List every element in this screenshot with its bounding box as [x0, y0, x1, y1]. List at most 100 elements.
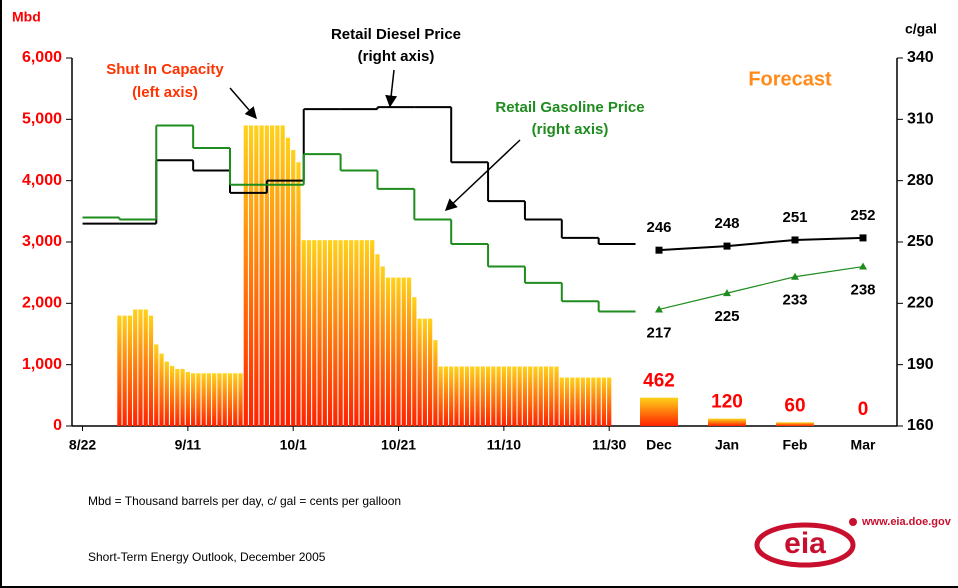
x-tick-label: 10/1: [280, 437, 307, 453]
logo-url: www.eia.doe.gov: [861, 516, 952, 528]
bar: [238, 373, 243, 426]
bar: [133, 309, 138, 426]
marker: [723, 242, 731, 250]
x-category-label: Dec: [646, 437, 672, 453]
bar: [480, 366, 485, 426]
bar: [528, 366, 533, 426]
bar: [422, 318, 427, 426]
step-riser: [155, 107, 600, 245]
y-axis-label: Mbd: [12, 9, 41, 25]
x-tick-label: 9/11: [175, 437, 202, 453]
bar: [512, 366, 517, 426]
bar: [333, 240, 338, 426]
bar: [338, 240, 343, 426]
logo: eia www.eia.doe.gov: [754, 516, 952, 568]
forecast-bar: [708, 418, 746, 426]
data-label: 60: [784, 395, 805, 416]
bar: [227, 373, 233, 426]
bar: [243, 125, 248, 426]
y2-tick-label: 280: [907, 172, 934, 189]
annotation-arrow: [229, 87, 257, 120]
bar: [591, 377, 596, 426]
data-label: 246: [646, 219, 671, 236]
marker: [791, 236, 799, 244]
bar: [138, 309, 143, 426]
logo-text: eia: [784, 527, 826, 560]
data-label: 462: [643, 371, 675, 392]
bar: [122, 315, 127, 426]
bar: [117, 315, 122, 426]
bar: [285, 137, 291, 426]
y-tick-label: 0: [53, 417, 62, 434]
annotation: Shut In Capacity: [106, 61, 224, 78]
x-category-label: Mar: [851, 437, 876, 453]
x-category-label: Jan: [715, 437, 739, 453]
bar: [385, 277, 391, 426]
bar: [248, 125, 254, 426]
y2-tick-label: 220: [907, 295, 934, 312]
bar: [180, 368, 185, 426]
y2-axis-label: c/gal: [905, 21, 937, 37]
bar: [607, 377, 612, 426]
bar: [380, 266, 385, 426]
bar: [580, 377, 585, 426]
bar: [496, 366, 501, 426]
bar: [191, 373, 196, 426]
y2-tick-label: 340: [907, 49, 934, 66]
bar: [475, 366, 480, 426]
bar: [491, 366, 496, 426]
bar: [559, 377, 564, 426]
annotation: (left axis): [132, 84, 198, 101]
bar: [185, 372, 190, 426]
y-tick-label: 3,000: [22, 233, 62, 250]
bar: [538, 366, 543, 426]
y-tick-label: 4,000: [22, 172, 62, 189]
forecast-bar: [640, 397, 678, 426]
bar: [433, 340, 438, 426]
y2-tick-label: 310: [907, 111, 934, 128]
x-tick-label: 10/21: [381, 437, 416, 453]
annotation: Retail Diesel Price: [331, 26, 461, 43]
bar: [254, 125, 259, 426]
bar: [322, 240, 327, 426]
bar: [586, 377, 591, 426]
bar: [217, 373, 222, 426]
bar: [275, 125, 280, 426]
data-label: 120: [711, 392, 743, 413]
data-label: 252: [850, 207, 875, 224]
bar: [454, 366, 459, 426]
bar: [470, 366, 475, 426]
logo-swoosh: [754, 522, 856, 568]
bar: [517, 366, 522, 426]
bar: [127, 315, 133, 426]
marker: [859, 234, 867, 242]
bar: [343, 240, 348, 426]
bar: [438, 366, 443, 426]
bar: [533, 366, 538, 426]
bar: [148, 315, 154, 426]
annotation: (right axis): [358, 48, 435, 65]
bar: [543, 366, 549, 426]
bar: [233, 373, 238, 426]
bar: [164, 361, 169, 426]
bar: [270, 125, 275, 426]
bar: [291, 150, 296, 426]
bar: [159, 353, 164, 426]
bar: [549, 366, 554, 426]
bar: [317, 240, 322, 426]
bar: [401, 277, 406, 426]
x-category-label: Feb: [783, 437, 808, 453]
bar: [417, 318, 422, 426]
marker: [859, 262, 867, 270]
annotation: Retail Gasoline Price: [495, 99, 644, 116]
bar: [575, 377, 580, 426]
y2-tick-label: 190: [907, 356, 934, 373]
data-label: 251: [782, 209, 807, 226]
data-label: 238: [850, 282, 875, 299]
data-label: 248: [714, 215, 739, 232]
bar: [375, 254, 380, 426]
y-tick-label: 1,000: [22, 356, 62, 373]
bar: [280, 125, 285, 426]
bar: [264, 125, 269, 426]
bar: [349, 240, 354, 426]
